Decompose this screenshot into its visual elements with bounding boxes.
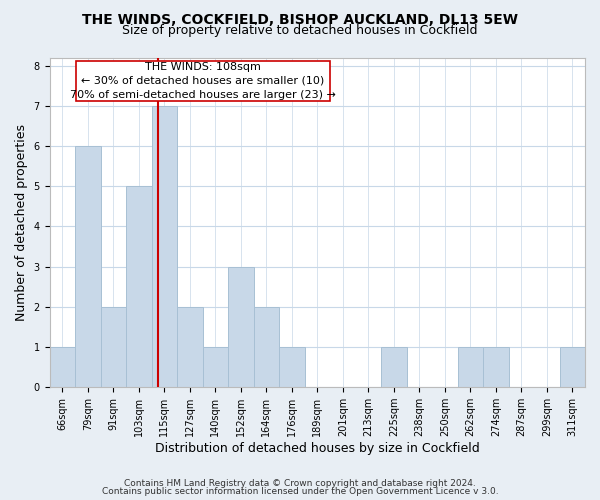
Bar: [279, 347, 305, 387]
Bar: [101, 307, 126, 387]
Text: Contains HM Land Registry data © Crown copyright and database right 2024.: Contains HM Land Registry data © Crown c…: [124, 478, 476, 488]
Text: THE WINDS: 108sqm
← 30% of detached houses are smaller (10)
70% of semi-detached: THE WINDS: 108sqm ← 30% of detached hous…: [70, 62, 335, 100]
Text: THE WINDS, COCKFIELD, BISHOP AUCKLAND, DL13 5EW: THE WINDS, COCKFIELD, BISHOP AUCKLAND, D…: [82, 12, 518, 26]
Bar: [75, 146, 101, 387]
Y-axis label: Number of detached properties: Number of detached properties: [15, 124, 28, 321]
Bar: [483, 347, 509, 387]
Bar: [177, 307, 203, 387]
X-axis label: Distribution of detached houses by size in Cockfield: Distribution of detached houses by size …: [155, 442, 479, 455]
FancyBboxPatch shape: [76, 60, 329, 101]
Bar: [381, 347, 407, 387]
Bar: [458, 347, 483, 387]
Bar: [254, 307, 279, 387]
Bar: [152, 106, 177, 387]
Bar: [126, 186, 152, 387]
Text: Size of property relative to detached houses in Cockfield: Size of property relative to detached ho…: [122, 24, 478, 37]
Bar: [50, 347, 75, 387]
Bar: [228, 266, 254, 387]
Bar: [203, 347, 228, 387]
Text: Contains public sector information licensed under the Open Government Licence v : Contains public sector information licen…: [101, 487, 499, 496]
Bar: [560, 347, 585, 387]
